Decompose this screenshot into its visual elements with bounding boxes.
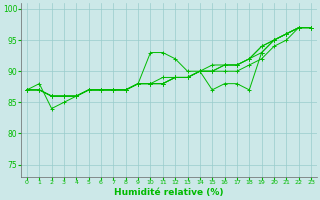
X-axis label: Humidité relative (%): Humidité relative (%) (114, 188, 224, 197)
